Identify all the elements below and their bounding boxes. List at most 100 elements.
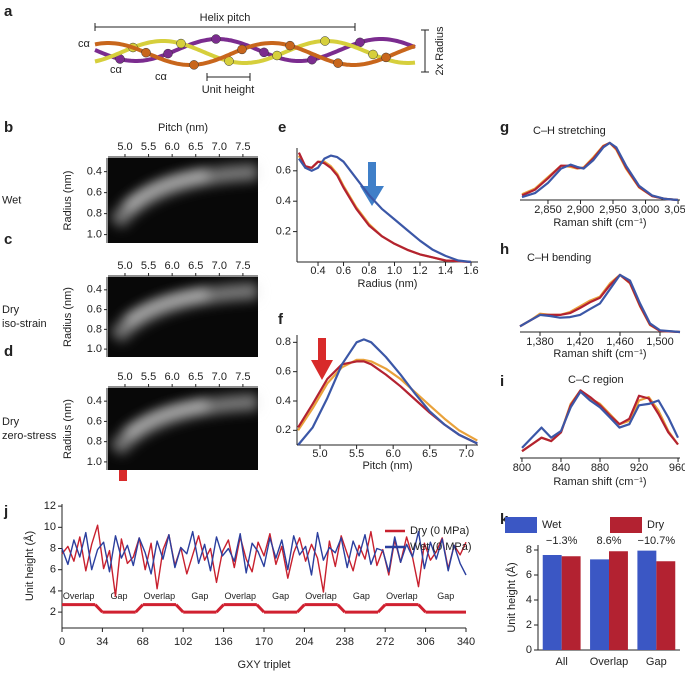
condition-label: Dry <box>2 416 20 428</box>
y-tick-label: 0.4 <box>276 395 291 407</box>
domain-label: Overlap <box>386 591 418 601</box>
x-axis-label: Raman shift (cm⁻¹) <box>553 476 646 488</box>
legend-swatch <box>610 517 642 533</box>
x-tick-label: 1.0 <box>387 265 402 277</box>
panel-label: a <box>4 3 13 20</box>
x-tick-label: 7.0 <box>212 260 227 272</box>
panel-label: h <box>500 241 509 258</box>
x-tick-label: 0.6 <box>336 265 351 277</box>
x-tick-label: 204 <box>295 636 313 648</box>
x-tick-label: 7.0 <box>212 371 227 383</box>
domain-label: Gap <box>111 591 128 601</box>
y-tick-label: 0.8 <box>87 323 102 335</box>
y-tick-label: 6 <box>526 569 532 581</box>
series-line <box>61 530 467 576</box>
annotation: 8.6% <box>596 535 621 547</box>
y-tick-label: 8 <box>50 542 56 554</box>
y-tick-label: 0.4 <box>87 166 102 178</box>
chart-title: C–C region <box>568 374 624 386</box>
bar <box>637 550 657 650</box>
x-tick-label: 7.0 <box>459 448 474 460</box>
x-tick-label: 272 <box>376 636 394 648</box>
y-tick-label: 8 <box>526 544 532 556</box>
x-tick-label: 1,380 <box>526 336 554 348</box>
x-tick-label: 0 <box>59 636 65 648</box>
condition-label: Dry <box>2 304 20 316</box>
x-axis-label: Radius (nm) <box>358 278 418 290</box>
y-tick-label: 0.6 <box>87 415 102 427</box>
domain-ramp <box>134 603 144 614</box>
radius-axis-label: Radius (nm) <box>62 399 74 459</box>
x-tick-label: 1,460 <box>606 336 634 348</box>
series-line <box>297 155 472 264</box>
x-axis-label: GXY triplet <box>238 659 291 671</box>
helix-residue <box>189 60 199 70</box>
panel-label: c <box>4 231 12 248</box>
x-tick-label: 3,050 <box>664 204 685 216</box>
y-tick-label: 0.6 <box>276 165 291 177</box>
x-tick-label: 7.5 <box>235 371 250 383</box>
radius-label: 2x Radius <box>434 26 446 75</box>
helix-residue <box>163 48 173 59</box>
series-line <box>519 273 681 334</box>
domain-ramp <box>94 603 104 614</box>
x-tick-label: 1.4 <box>438 265 453 277</box>
x-tick-label: 6.0 <box>165 260 180 272</box>
y-tick-label: 0.4 <box>276 195 291 207</box>
pitch-axis-label: Pitch (nm) <box>158 122 208 134</box>
helix-residue <box>141 47 151 58</box>
x-tick-label: 136 <box>214 636 232 648</box>
bar <box>561 556 581 650</box>
domain-label: Gap <box>272 591 289 601</box>
domain-label: Gap <box>353 591 370 601</box>
panel-label: i <box>500 373 504 390</box>
y-tick-label: 0.8 <box>276 336 291 348</box>
x-tick-label: 3,000 <box>632 204 660 216</box>
legend-label: Dry <box>647 519 665 531</box>
y-tick-label: 1.0 <box>87 456 102 468</box>
y-tick-label: 4 <box>526 594 532 606</box>
y-tick-label: 0.6 <box>276 366 291 378</box>
y-tick-label: 0.8 <box>87 436 102 448</box>
x-tick-label: 34 <box>96 636 108 648</box>
x-tick-label: 6.0 <box>386 448 401 460</box>
annotation: −10.7% <box>638 535 676 547</box>
x-tick-label: Gap <box>646 656 667 668</box>
y-tick-label: 6 <box>50 564 56 576</box>
y-tick-label: 12 <box>44 500 56 512</box>
heatmap-density <box>123 400 209 438</box>
x-axis-label: Pitch (nm) <box>362 460 412 472</box>
y-tick-label: 1.0 <box>87 343 102 355</box>
heatmap-density <box>109 164 259 229</box>
series-line <box>297 358 478 442</box>
domain-label: Overlap <box>144 591 176 601</box>
heatmap-density <box>123 289 209 325</box>
x-tick-label: 102 <box>174 636 192 648</box>
helix-residue <box>211 34 221 44</box>
domain-ramp <box>174 603 185 614</box>
y-tick-label: 2 <box>526 619 532 631</box>
y-axis-label: Unit height (Å) <box>505 562 518 632</box>
helix-residue <box>355 37 365 48</box>
y-tick-label: 0.2 <box>276 424 291 436</box>
heatmap-density <box>110 283 259 343</box>
x-tick-label: 6.0 <box>165 371 180 383</box>
y-tick-label: 0.4 <box>87 284 102 296</box>
helix-residue <box>237 44 247 55</box>
x-tick-label: 68 <box>137 636 149 648</box>
x-tick-label: 7.5 <box>235 260 250 272</box>
x-tick-label: 6.5 <box>422 448 437 460</box>
domain-ramp <box>417 603 427 614</box>
domain-label: Overlap <box>305 591 337 601</box>
x-tick-label: 1,500 <box>646 336 674 348</box>
domain-label: Overlap <box>63 591 95 601</box>
panel-label: f <box>278 311 284 328</box>
y-tick-label: 0 <box>526 644 532 656</box>
x-tick-label: 6.5 <box>188 260 203 272</box>
x-tick-label: Overlap <box>590 656 629 668</box>
helix-residue <box>368 49 378 60</box>
panel-label: d <box>4 343 13 360</box>
x-axis-label: Raman shift (cm⁻¹) <box>553 348 646 360</box>
